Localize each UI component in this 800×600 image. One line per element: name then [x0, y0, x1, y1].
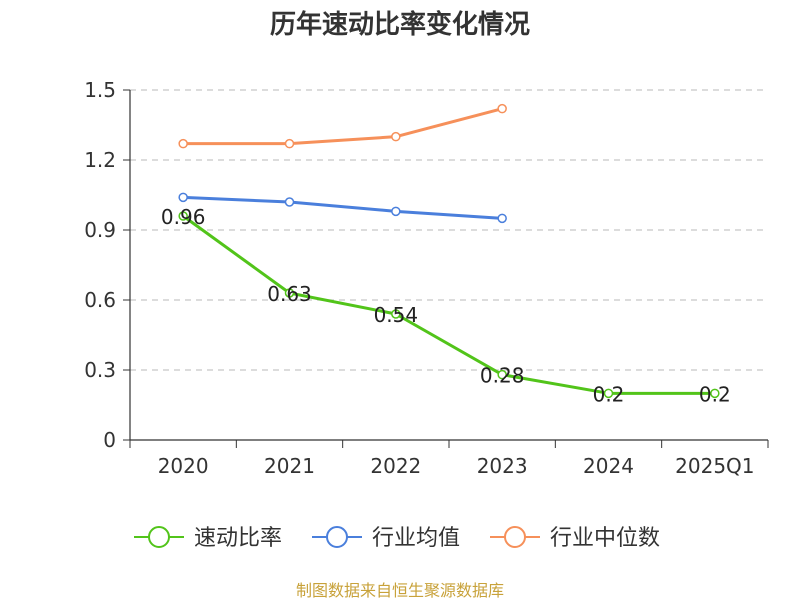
data-label: 0.54: [374, 303, 419, 327]
x-tick-label: 2023: [477, 454, 528, 478]
grid: [130, 89, 768, 371]
data-point: [284, 288, 295, 298]
data-point: [391, 206, 401, 217]
source-note: 制图数据来自恒生聚源数据库: [296, 581, 504, 600]
series-line: [182, 214, 715, 395]
data-label: 0.2: [699, 382, 731, 406]
x-tick-label: 2024: [583, 454, 634, 478]
data-point: [178, 192, 188, 203]
data-label: 0.63: [267, 282, 312, 306]
data-label: 0.28: [480, 364, 525, 388]
y-tick-label: 0.3: [84, 358, 116, 382]
x-tick-label: 2021: [264, 454, 315, 478]
legend-label: 行业均值: [372, 526, 460, 551]
series-1: [178, 192, 507, 224]
legend-marker: [504, 526, 526, 548]
data-point: [391, 131, 401, 142]
data-point: [178, 211, 188, 221]
data-point: [284, 138, 295, 149]
y-tick-label: 1.5: [84, 78, 116, 102]
legend-marker: [326, 526, 348, 548]
data-point: [284, 197, 295, 207]
legend-marker: [148, 526, 170, 548]
data-label: 0.2: [593, 382, 625, 406]
data-point: [603, 388, 614, 399]
data-point: [391, 309, 401, 319]
x-tick-label: 2022: [370, 454, 421, 478]
series-0: 0.96 0.63 0.54 0.28 0.2 0.2: [161, 205, 731, 406]
data-label: 0.96: [161, 205, 206, 229]
data-point: [710, 388, 720, 399]
series-line: [183, 195, 503, 220]
legend-item: 速动比率: [134, 526, 282, 551]
data-point: [497, 103, 507, 114]
x-tick-label: 2020: [158, 454, 209, 478]
y-tick-label: 0: [103, 428, 116, 452]
data-point: [497, 369, 507, 380]
series-line: [183, 107, 503, 146]
legend-item: 行业中位数: [490, 526, 660, 551]
y-tick-label: 0.6: [84, 288, 116, 312]
legend-label: 行业中位数: [550, 526, 660, 551]
legend: 速动比率 行业均值 行业中位数: [134, 526, 660, 551]
axes: 0 0.3 0.6 0.9 1.2 1.5 2020 2021 2022 2023 2024 2025…: [84, 78, 769, 478]
series: 0.96 0.63 0.54 0.28 0.2 0.2: [161, 103, 731, 406]
chart-title: 历年速动比率变化情况: [270, 9, 530, 40]
series-2: [178, 103, 507, 149]
y-tick-label: 1.2: [84, 148, 116, 172]
legend-label: 速动比率: [194, 526, 282, 551]
x-tick-label: 2025Q1: [675, 454, 754, 478]
data-point: [497, 213, 507, 224]
data-point: [178, 138, 188, 149]
legend-item: 行业均值: [312, 526, 460, 551]
y-tick-label: 0.9: [84, 218, 116, 242]
